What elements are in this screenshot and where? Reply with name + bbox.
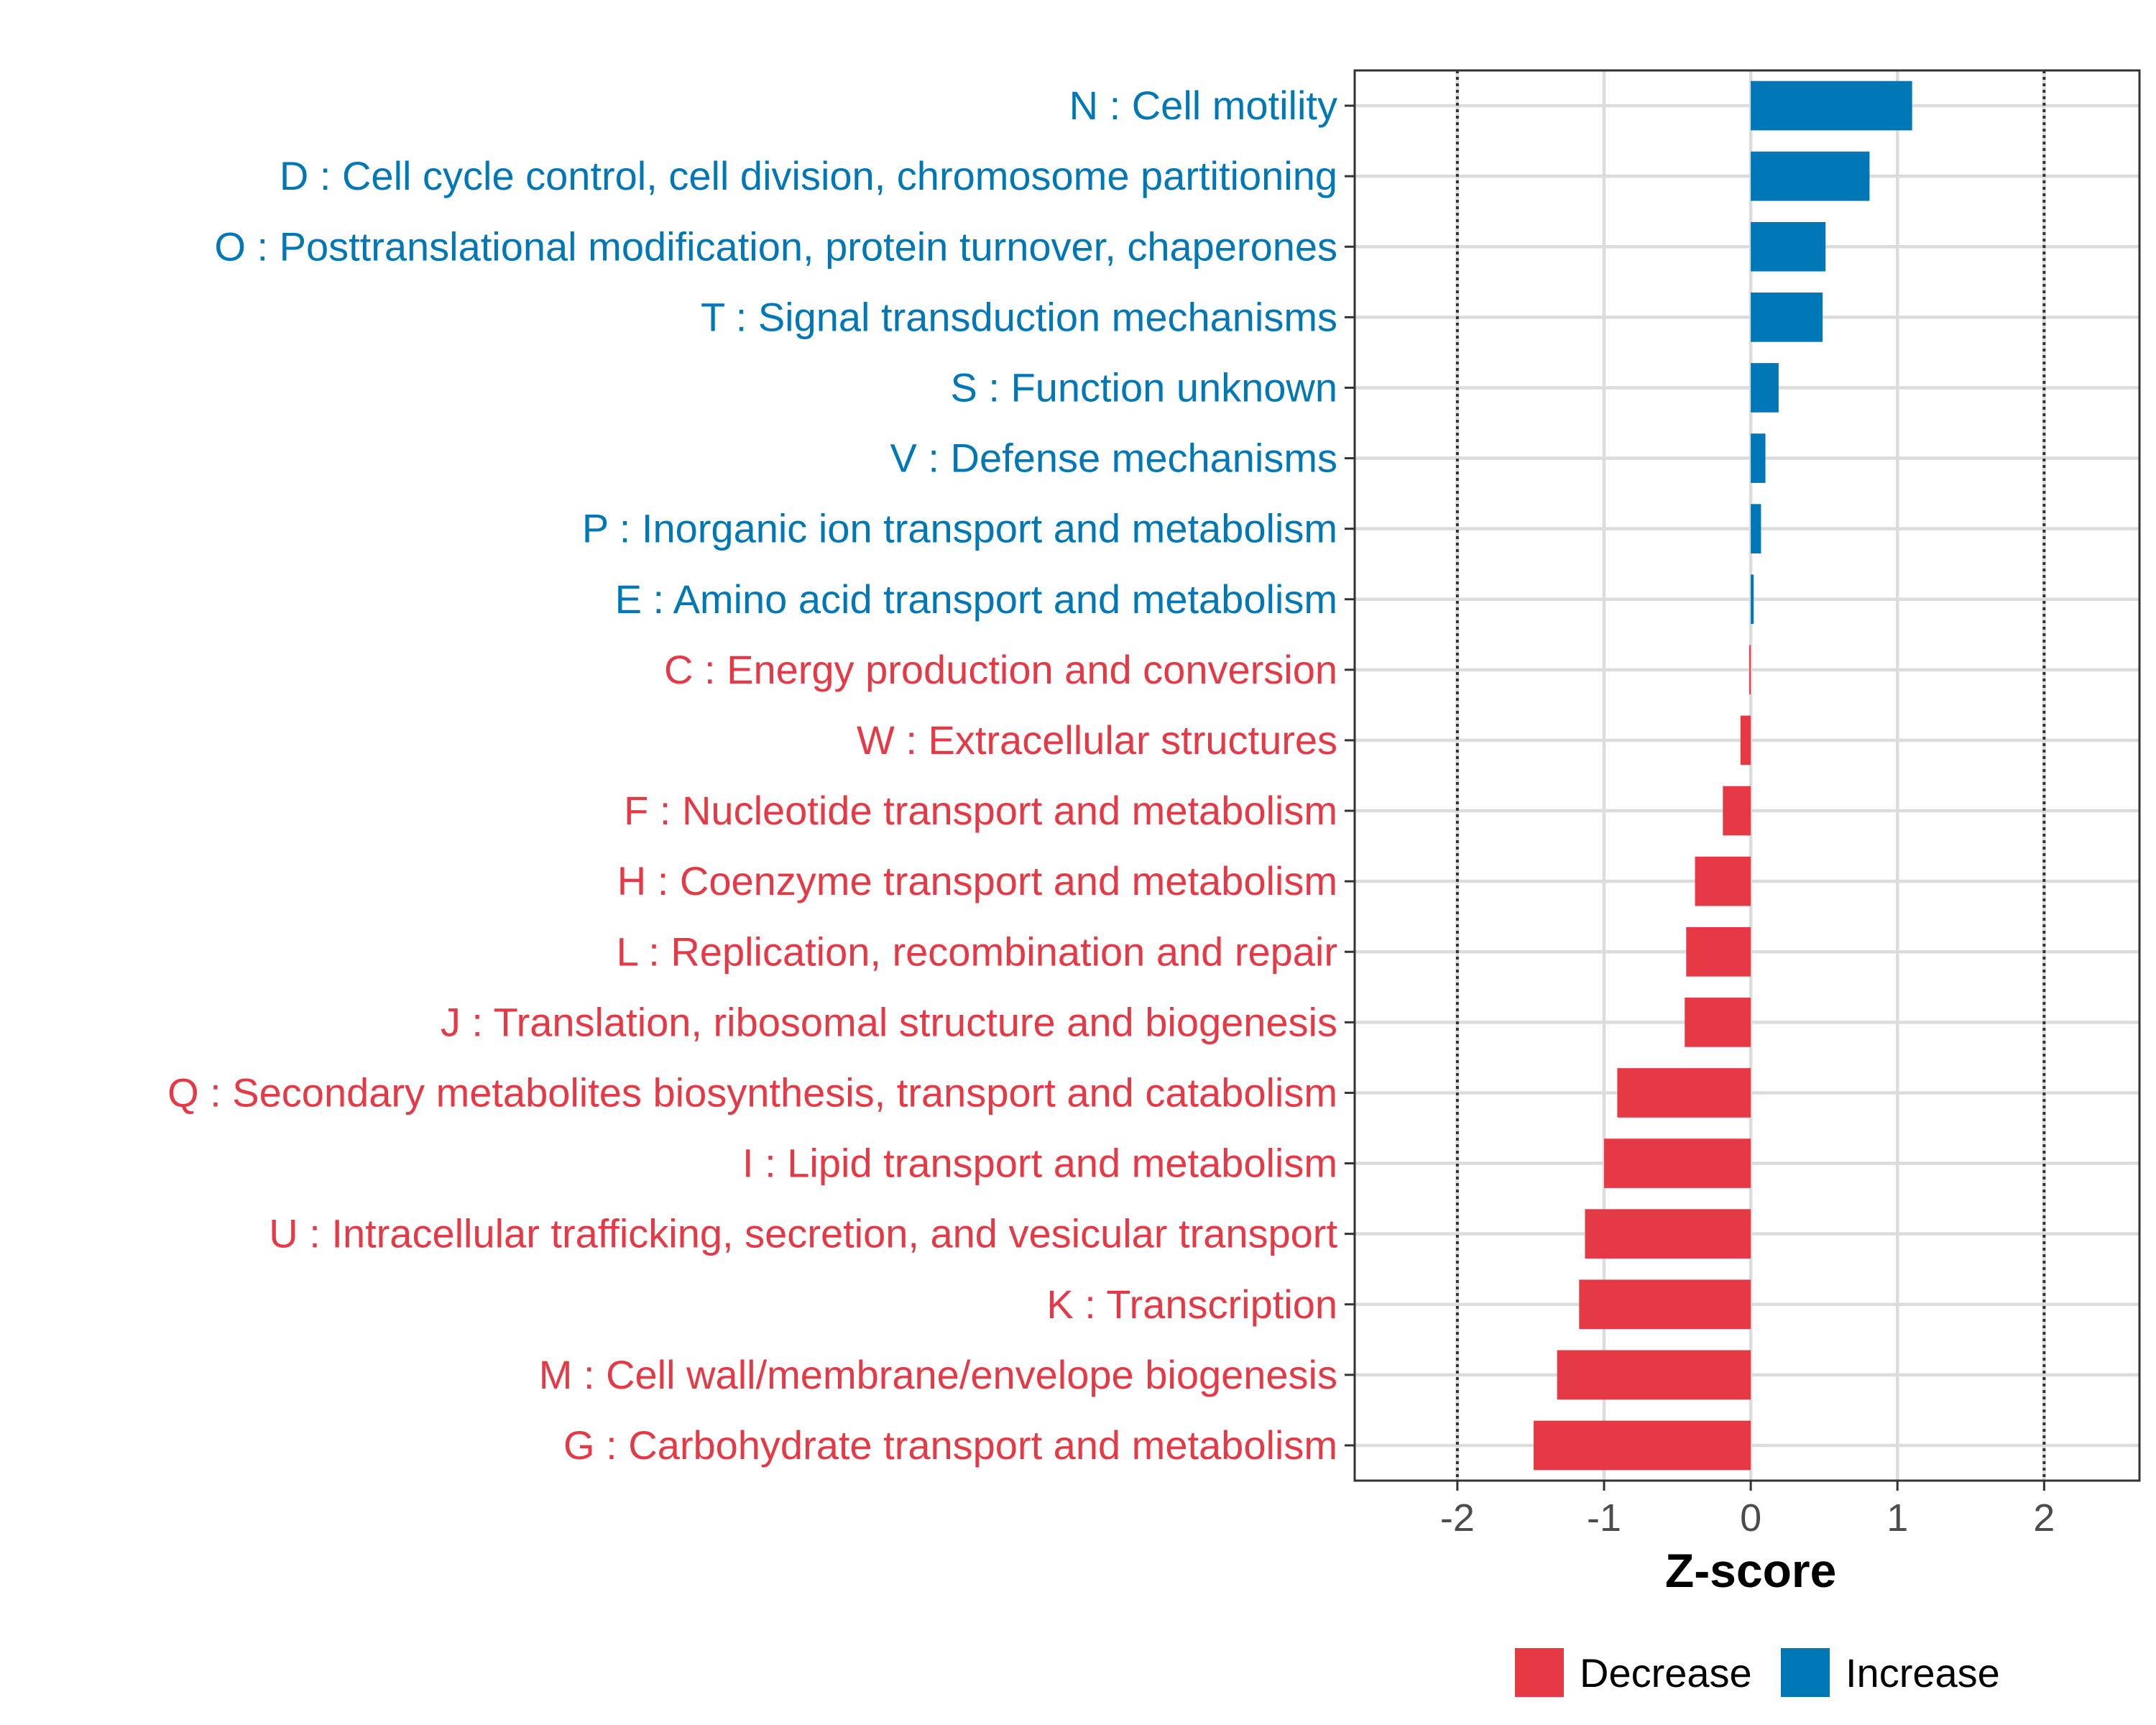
bar — [1751, 504, 1761, 553]
reference-lines — [1455, 70, 2046, 1481]
legend-swatch — [1781, 1648, 1830, 1697]
y-tick-label: W : Extracellular structures — [857, 717, 1337, 763]
bar — [1751, 363, 1779, 413]
y-tick-label: C : Energy production and conversion — [664, 647, 1337, 692]
x-axis-ticks: -2 -1 0 1 2 — [1440, 1481, 2055, 1540]
bar — [1686, 926, 1751, 977]
y-axis-ticks: N : Cell motility D : Cell cycle control,… — [167, 83, 1355, 1468]
y-tick-label: U : Intracellular trafficking, secretion… — [269, 1211, 1337, 1256]
bar — [1751, 151, 1870, 201]
y-tick-label: O : Posttranslational modification, prot… — [214, 224, 1337, 269]
bar — [1751, 80, 1912, 131]
y-tick-label: D : Cell cycle control, cell division, c… — [280, 153, 1337, 198]
bar — [1749, 645, 1751, 695]
plot-panel-background — [1355, 70, 2139, 1481]
legend: Decrease Increase — [1515, 1648, 2000, 1697]
y-tick-label: K : Transcription — [1046, 1282, 1337, 1327]
y-tick-label: M : Cell wall/membrane/envelope biogenes… — [539, 1352, 1337, 1397]
legend-swatch — [1515, 1648, 1564, 1697]
y-tick-label: J : Translation, ribosomal structure and… — [441, 999, 1337, 1044]
y-tick-label: S : Function unknown — [950, 364, 1337, 410]
bar — [1751, 221, 1826, 272]
bar — [1685, 998, 1751, 1047]
bar — [1557, 1350, 1751, 1400]
x-tick-label: -1 — [1587, 1496, 1621, 1540]
y-tick-label: Q : Secondary metabolites biosynthesis, … — [167, 1070, 1337, 1115]
y-tick-label: E : Amino acid transport and metabolism — [615, 576, 1337, 622]
y-tick-label: F : Nucleotide transport and metabolism — [624, 788, 1337, 833]
y-tick-label: N : Cell motility — [1069, 83, 1337, 128]
bar — [1751, 574, 1754, 625]
y-tick-label: T : Signal transduction mechanisms — [701, 294, 1337, 339]
y-tick-label: H : Coenzyme transport and metabolism — [617, 858, 1337, 903]
y-tick-label: P : Inorganic ion transport and metaboli… — [582, 506, 1337, 551]
y-tick-label: G : Carbohydrate transport and metabolis… — [563, 1422, 1337, 1468]
bar — [1751, 293, 1823, 342]
bars — [1534, 80, 1912, 1471]
x-axis-title: Z-score — [1665, 1544, 1836, 1597]
bar — [1617, 1068, 1751, 1118]
bar — [1585, 1209, 1751, 1259]
legend-label: Increase — [1846, 1650, 2000, 1696]
bar — [1695, 856, 1751, 906]
bar — [1534, 1420, 1751, 1471]
bar — [1579, 1279, 1751, 1330]
x-tick-label: 1 — [1886, 1496, 1908, 1540]
y-tick-label: L : Replication, recombination and repai… — [617, 929, 1337, 974]
plot-panel-border — [1353, 69, 2141, 1482]
bar — [1723, 786, 1751, 836]
y-tick-label: I : Lipid transport and metabolism — [742, 1141, 1337, 1186]
x-tick-label: 0 — [1740, 1496, 1761, 1540]
legend-label: Decrease — [1580, 1650, 1752, 1696]
y-tick-label: V : Defense mechanisms — [890, 436, 1337, 481]
bar — [1740, 715, 1751, 765]
x-tick-label: 2 — [2033, 1496, 2055, 1540]
x-tick-label: -2 — [1440, 1496, 1475, 1540]
bar — [1603, 1138, 1751, 1188]
bar — [1751, 433, 1766, 483]
